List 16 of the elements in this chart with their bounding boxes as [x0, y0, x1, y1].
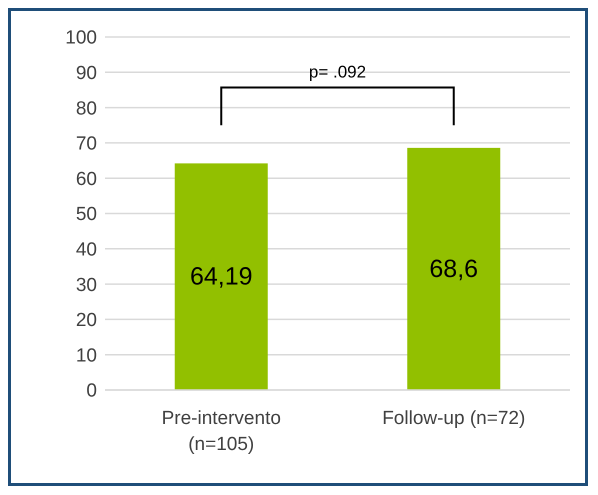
annotation: p= .092 [308, 62, 366, 82]
y-tick-label: 30 [76, 274, 97, 296]
y-tick-label: 40 [76, 240, 97, 261]
y-tick-label: 90 [76, 63, 97, 84]
y-tick-label: 80 [76, 98, 97, 120]
y-tick-label: 10 [76, 345, 97, 366]
y-tick-label: 70 [76, 134, 97, 155]
y-tick-label: 100 [65, 28, 97, 49]
x-tick-label: Pre-intervento (n=105) [162, 408, 281, 455]
data-label: 64,19 [190, 262, 253, 291]
y-tick-label: 50 [76, 204, 97, 226]
y-tick-label: 60 [76, 168, 97, 190]
y-tick-label: 0 [86, 380, 97, 402]
y-tick-label: 20 [76, 310, 97, 332]
data-label: 68,6 [429, 254, 478, 283]
x-tick-label: Follow-up (n=72) [382, 408, 526, 429]
